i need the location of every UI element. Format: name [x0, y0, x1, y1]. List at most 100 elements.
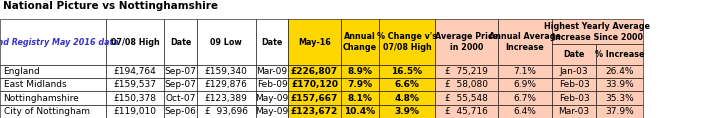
Bar — [596, 78, 643, 91]
Bar — [596, 91, 643, 105]
Bar — [0, 105, 106, 118]
Bar — [596, 105, 643, 118]
Text: Annual
Change: Annual Change — [343, 32, 377, 52]
Bar — [256, 65, 288, 78]
Bar — [552, 78, 596, 91]
Bar — [379, 65, 435, 78]
Text: Date: Date — [563, 50, 585, 59]
Text: Average Price
in 2000: Average Price in 2000 — [435, 32, 498, 52]
Text: 16.5%: 16.5% — [391, 67, 423, 76]
Text: Mar-09: Mar-09 — [256, 67, 288, 76]
Text: Jan-03: Jan-03 — [560, 67, 588, 76]
Bar — [164, 65, 197, 78]
Bar — [498, 91, 552, 105]
Text: Annual Average
Increase: Annual Average Increase — [489, 32, 560, 52]
Bar — [0, 91, 106, 105]
Bar — [379, 105, 435, 118]
Text: May-16: May-16 — [298, 38, 331, 47]
Text: 6.9%: 6.9% — [513, 80, 536, 89]
Bar — [498, 19, 552, 65]
Text: £  45,716: £ 45,716 — [445, 107, 488, 116]
Text: Sep-07: Sep-07 — [165, 80, 196, 89]
Text: National Picture vs Nottinghamshire: National Picture vs Nottinghamshire — [3, 1, 218, 11]
Text: Mar-03: Mar-03 — [558, 107, 590, 116]
Text: £123,672: £123,672 — [291, 107, 338, 116]
Bar — [552, 65, 596, 78]
Bar — [435, 105, 498, 118]
Bar — [197, 105, 256, 118]
Text: Feb-03: Feb-03 — [558, 94, 590, 103]
Bar — [435, 91, 498, 105]
Bar — [341, 78, 379, 91]
Text: 33.9%: 33.9% — [605, 80, 634, 89]
Text: May-09: May-09 — [256, 107, 288, 116]
Bar — [498, 78, 552, 91]
Bar — [106, 78, 164, 91]
Bar — [498, 65, 552, 78]
Text: 26.4%: 26.4% — [605, 67, 633, 76]
Bar — [288, 105, 341, 118]
Bar — [0, 78, 106, 91]
Bar — [288, 65, 341, 78]
Bar — [106, 19, 164, 65]
Text: £159,340: £159,340 — [205, 67, 248, 76]
Text: 6.6%: 6.6% — [395, 80, 419, 89]
Bar — [341, 19, 379, 65]
Text: £226,807: £226,807 — [291, 67, 338, 76]
Text: 10.4%: 10.4% — [344, 107, 376, 116]
Text: Highest Yearly Average
Increase Since 2000: Highest Yearly Average Increase Since 20… — [544, 22, 650, 42]
Bar — [0, 19, 106, 65]
Bar — [256, 91, 288, 105]
Bar — [106, 91, 164, 105]
Text: 7.1%: 7.1% — [513, 67, 536, 76]
Text: 6.4%: 6.4% — [513, 107, 536, 116]
Text: £150,378: £150,378 — [114, 94, 156, 103]
Bar — [341, 105, 379, 118]
Bar — [288, 19, 341, 65]
Text: £  58,080: £ 58,080 — [445, 80, 488, 89]
Text: 35.3%: 35.3% — [605, 94, 634, 103]
Text: £159,537: £159,537 — [114, 80, 156, 89]
Bar — [288, 78, 341, 91]
Text: £129,876: £129,876 — [205, 80, 248, 89]
Text: £170,120: £170,120 — [291, 80, 338, 89]
Bar — [498, 105, 552, 118]
Text: % Change v's
07/08 High: % Change v's 07/08 High — [377, 32, 437, 52]
Bar — [596, 44, 643, 65]
Bar — [197, 65, 256, 78]
Bar — [435, 65, 498, 78]
Bar — [256, 19, 288, 65]
Bar — [197, 19, 256, 65]
Bar — [164, 105, 197, 118]
Bar — [164, 19, 197, 65]
Text: Oct-07: Oct-07 — [166, 94, 196, 103]
Text: £  55,548: £ 55,548 — [445, 94, 488, 103]
Bar — [552, 105, 596, 118]
Bar — [552, 91, 596, 105]
Text: Feb-03: Feb-03 — [558, 80, 590, 89]
Text: Land Registry May 2016 data: Land Registry May 2016 data — [0, 38, 119, 47]
Text: Date: Date — [261, 38, 283, 47]
Text: 07/08 High: 07/08 High — [111, 38, 159, 47]
Text: Date: Date — [170, 38, 191, 47]
Text: £123,389: £123,389 — [205, 94, 248, 103]
Text: % Increase: % Increase — [595, 50, 644, 59]
Text: May-09: May-09 — [256, 94, 288, 103]
Bar — [435, 78, 498, 91]
Bar — [106, 105, 164, 118]
Text: £  75,219: £ 75,219 — [445, 67, 488, 76]
Text: 7.9%: 7.9% — [347, 80, 373, 89]
Bar — [0, 65, 106, 78]
Bar — [341, 65, 379, 78]
Bar — [435, 19, 498, 65]
Text: 09 Low: 09 Low — [211, 38, 242, 47]
Bar — [596, 65, 643, 78]
Text: Sep-06: Sep-06 — [165, 107, 196, 116]
Bar — [164, 91, 197, 105]
Text: 37.9%: 37.9% — [605, 107, 634, 116]
Text: City of Nottingham: City of Nottingham — [4, 107, 89, 116]
Text: £119,010: £119,010 — [114, 107, 156, 116]
Text: East Midlands: East Midlands — [4, 80, 66, 89]
Text: 3.9%: 3.9% — [394, 107, 420, 116]
Bar — [379, 19, 435, 65]
